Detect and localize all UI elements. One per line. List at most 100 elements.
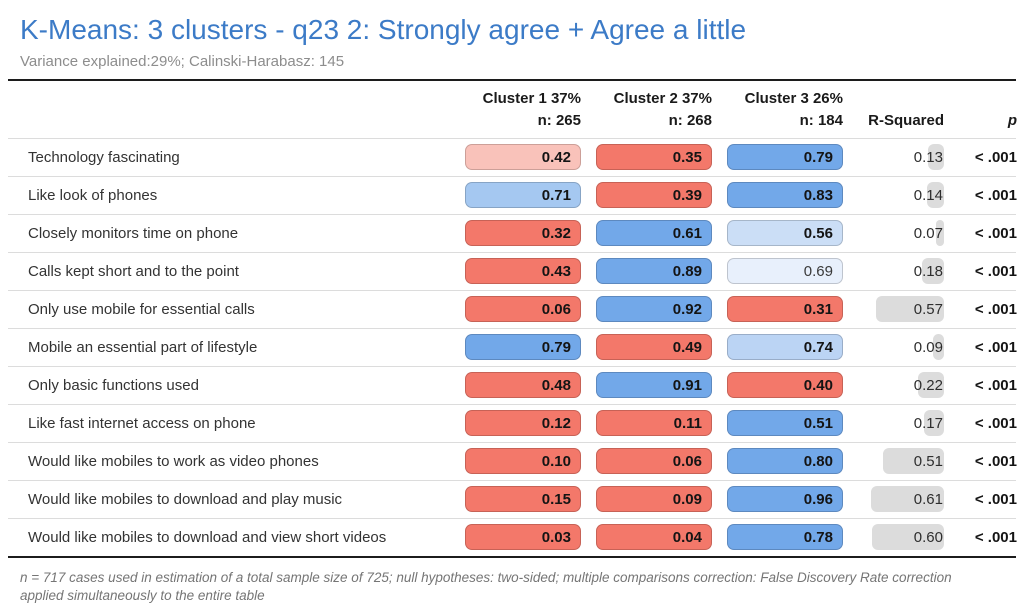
table-row: Would like mobiles to download and view … [8,519,1017,558]
table-row: Would like mobiles to work as video phon… [8,443,1017,481]
r-squared-value: 0.61 [913,490,943,508]
cluster-1-value-pill: 0.10 [465,448,581,474]
p-label: p [1007,111,1017,129]
table-row: Only use mobile for essential calls 0.06 0… [8,291,1017,329]
cluster-1-value-pill: 0.48 [465,372,581,398]
p-value: < .001 [974,148,1017,166]
cluster-2-n: n: 268 [668,111,712,129]
r-squared-bar [924,410,944,436]
table-row: Technology fascinating 0.42 0.35 0.79 0.13 < … [8,139,1017,177]
cluster-1-value-pill: 0.71 [465,182,581,208]
p-value: < .001 [974,528,1017,546]
cluster-3-value-pill: 0.51 [727,410,843,436]
r-squared-cell: 0.51 [858,448,944,474]
row-label: Like look of phones [28,186,158,204]
p-value: < .001 [974,262,1017,280]
table-header: Cluster 1 37% n: 265 Cluster 2 37% n: 26… [8,81,1017,139]
r-squared-cell: 0.61 [858,486,944,512]
header-p: p [959,88,1017,132]
p-value: < .001 [974,224,1017,242]
cluster-1-value-pill: 0.79 [465,334,581,360]
cluster-3-value-pill: 0.80 [727,448,843,474]
table-row: Mobile an essential part of lifestyle 0.7… [8,329,1017,367]
table-row: Only basic functions used 0.48 0.91 0.40 0.2… [8,367,1017,405]
cluster-3-value-pill: 0.78 [727,524,843,550]
r-squared-value: 0.07 [913,224,943,242]
row-label: Closely monitors time on phone [28,224,239,242]
r-squared-value: 0.18 [913,262,943,280]
cluster-1-share: Cluster 1 37% [482,90,581,107]
r-squared-cell: 0.17 [858,410,944,436]
r-squared-label: R-Squared [868,111,944,129]
cluster-1-value-pill: 0.06 [465,296,581,322]
r-squared-cell: 0.13 [858,144,944,170]
r-squared-cell: 0.57 [858,296,944,322]
r-squared-bar [933,334,944,360]
r-squared-value: 0.57 [913,300,943,318]
row-label: Would like mobiles to download and view … [28,528,387,546]
p-value: < .001 [974,300,1017,318]
row-label: Calls kept short and to the point [28,262,239,280]
footnote: n = 717 cases used in estimation of a to… [20,569,952,604]
cluster-3-value-pill: 0.79 [727,144,843,170]
cluster-1-value-pill: 0.12 [465,410,581,436]
cluster-2-value-pill: 0.11 [596,410,712,436]
row-label: Only basic functions used [28,376,199,394]
cluster-2-value-pill: 0.39 [596,182,712,208]
r-squared-bar [871,486,944,512]
r-squared-bar [872,524,944,550]
cluster-2-value-pill: 0.09 [596,486,712,512]
r-squared-bar [928,144,944,170]
cluster-2-value-pill: 0.61 [596,220,712,246]
subtitle-stats: Variance explained:29%; Calinski-Harabas… [20,53,345,70]
r-squared-bar [876,296,944,322]
p-value: < .001 [974,490,1017,508]
cluster-3-value-pill: 0.83 [727,182,843,208]
r-squared-value: 0.09 [913,338,943,356]
cluster-3-value-pill: 0.96 [727,486,843,512]
r-squared-cell: 0.22 [858,372,944,398]
table-row: Calls kept short and to the point 0.43 0.8… [8,253,1017,291]
cluster-2-value-pill: 0.49 [596,334,712,360]
page-title: K-Means: 3 clusters - q23 2: Strongly ag… [20,14,747,45]
cluster-1-value-pill: 0.43 [465,258,581,284]
r-squared-value: 0.17 [913,414,943,432]
cluster-2-value-pill: 0.04 [596,524,712,550]
r-squared-value: 0.51 [913,452,943,470]
r-squared-cell: 0.18 [858,258,944,284]
r-squared-bar [922,258,944,284]
header-cluster-1: Cluster 1 37% n: 265 [465,88,581,132]
cluster-2-value-pill: 0.06 [596,448,712,474]
table-row: Like fast internet access on phone 0.12 0.… [8,405,1017,443]
cluster-3-n: n: 184 [799,111,843,129]
header-r-squared: R-Squared [858,88,944,132]
table-body: Technology fascinating 0.42 0.35 0.79 0.13 < … [8,139,1017,558]
r-squared-value: 0.14 [913,186,943,204]
r-squared-cell: 0.09 [858,334,944,360]
cluster-3-value-pill: 0.69 [727,258,843,284]
row-label: Would like mobiles to work as video phon… [28,452,319,470]
cluster-3-value-pill: 0.74 [727,334,843,360]
row-label: Technology fascinating [28,148,180,166]
cluster-3-value-pill: 0.56 [727,220,843,246]
p-value: < .001 [974,186,1017,204]
top-rule [8,79,1016,81]
row-label: Mobile an essential part of lifestyle [28,338,258,356]
cluster-2-value-pill: 0.92 [596,296,712,322]
r-squared-value: 0.60 [913,528,943,546]
r-squared-cell: 0.07 [858,220,944,246]
cluster-1-value-pill: 0.03 [465,524,581,550]
cluster-2-value-pill: 0.89 [596,258,712,284]
r-squared-value: 0.22 [913,376,943,394]
p-value: < .001 [974,414,1017,432]
cluster-3-value-pill: 0.40 [727,372,843,398]
r-squared-value: 0.13 [913,148,943,166]
row-label: Like fast internet access on phone [28,414,256,432]
r-squared-cell: 0.60 [858,524,944,550]
p-value: < .001 [974,338,1017,356]
table-row: Like look of phones 0.71 0.39 0.83 0.14 < .00… [8,177,1017,215]
cluster-1-value-pill: 0.32 [465,220,581,246]
cluster-1-n: n: 265 [537,111,581,129]
table-row: Would like mobiles to download and play … [8,481,1017,519]
cluster-1-value-pill: 0.15 [465,486,581,512]
